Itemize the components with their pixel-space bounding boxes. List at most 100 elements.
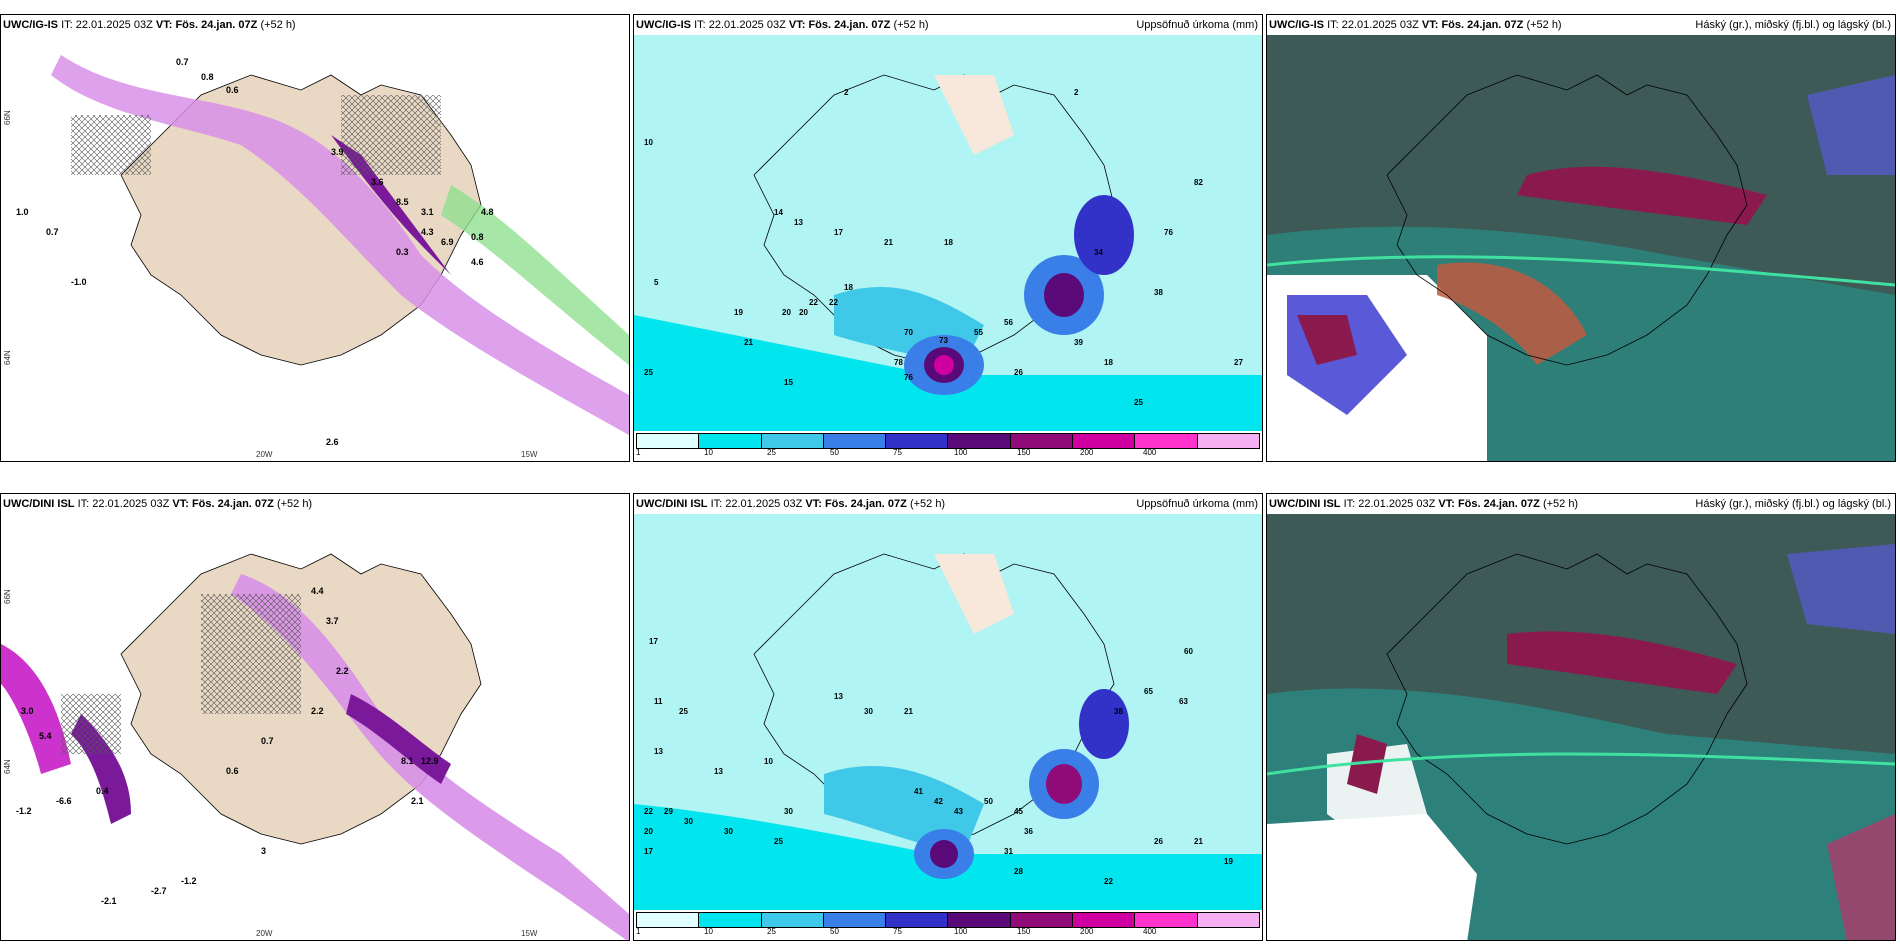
legend-swatch xyxy=(761,434,824,448)
lon-label: 20W xyxy=(256,450,273,459)
panel-title: UWC/IG-IS IT: 22.01.2025 03Z VT: Fös. 24… xyxy=(634,15,1262,35)
legend-swatch xyxy=(823,434,887,448)
svg-text:15: 15 xyxy=(784,378,793,387)
panel-dini-precip: UWC/DINI ISL IT: 22.01.2025 03Z VT: Fös.… xyxy=(633,493,1263,941)
svg-text:56: 56 xyxy=(1004,318,1013,327)
svg-text:2.6: 2.6 xyxy=(326,437,339,447)
svg-text:17: 17 xyxy=(649,637,658,646)
svg-text:2.2: 2.2 xyxy=(311,706,324,716)
svg-text:60: 60 xyxy=(1184,647,1193,656)
legend-swatch xyxy=(886,913,949,927)
svg-text:4.6: 4.6 xyxy=(471,257,484,267)
panel-igis-clouds: UWC/IG-IS IT: 22.01.2025 03Z VT: Fös. 24… xyxy=(1266,14,1896,462)
svg-text:26: 26 xyxy=(1154,837,1163,846)
snow-map[interactable]: 0.7 0.8 0.6 3.9 3.6 8.5 3.1 4.3 6.9 0.3 … xyxy=(1,35,629,461)
svg-text:2.1: 2.1 xyxy=(411,796,424,806)
legend-swatch xyxy=(1135,913,1198,927)
legend-label: 50 xyxy=(830,448,839,457)
legend-swatch xyxy=(637,913,700,927)
legend-swatch xyxy=(948,913,1011,927)
legend-swatch xyxy=(1010,913,1074,927)
svg-text:76: 76 xyxy=(904,373,913,382)
svg-text:2: 2 xyxy=(844,88,849,97)
legend-label: 75 xyxy=(893,927,902,936)
svg-text:3.0: 3.0 xyxy=(21,706,34,716)
svg-text:82: 82 xyxy=(1194,178,1203,187)
svg-text:29: 29 xyxy=(664,807,673,816)
svg-text:63: 63 xyxy=(1179,697,1188,706)
svg-text:65: 65 xyxy=(1144,687,1153,696)
lat-label: 66N xyxy=(3,589,12,604)
legend-label: 75 xyxy=(893,448,902,457)
svg-text:20: 20 xyxy=(644,827,653,836)
svg-text:38: 38 xyxy=(1154,288,1163,297)
legend-label: 50 xyxy=(830,927,839,936)
svg-text:0.4: 0.4 xyxy=(96,786,109,796)
lon-label: 15W xyxy=(521,929,538,938)
svg-text:17: 17 xyxy=(644,847,653,856)
svg-text:34: 34 xyxy=(1094,248,1103,257)
svg-text:0.7: 0.7 xyxy=(176,57,189,67)
svg-text:-2.1: -2.1 xyxy=(101,896,117,906)
svg-text:-1.2: -1.2 xyxy=(16,806,32,816)
panel-title: UWC/DINI ISL IT: 22.01.2025 03Z VT: Fös.… xyxy=(634,494,1262,514)
svg-text:0.8: 0.8 xyxy=(471,232,484,242)
svg-text:18: 18 xyxy=(844,283,853,292)
legend-label: 200 xyxy=(1080,927,1094,936)
svg-text:21: 21 xyxy=(884,238,893,247)
legend-swatch xyxy=(1010,434,1074,448)
svg-text:11: 11 xyxy=(654,697,663,706)
svg-text:10: 10 xyxy=(644,138,653,147)
svg-text:20: 20 xyxy=(799,308,808,317)
svg-text:0.3: 0.3 xyxy=(396,247,409,257)
legend-label: 400 xyxy=(1143,448,1157,457)
legend-label: 25 xyxy=(767,927,776,936)
svg-text:6.9: 6.9 xyxy=(441,237,454,247)
legend-swatch xyxy=(823,913,887,927)
svg-text:0.6: 0.6 xyxy=(226,85,239,95)
svg-text:70: 70 xyxy=(904,328,913,337)
svg-text:12.9: 12.9 xyxy=(421,756,439,766)
legend-swatch xyxy=(1073,434,1136,448)
svg-text:2: 2 xyxy=(1074,88,1079,97)
svg-text:45: 45 xyxy=(1014,807,1023,816)
precip-map[interactable]: 17 11 25 13 22 20 17 29 30 30 30 25 21 1… xyxy=(634,514,1262,940)
svg-text:25: 25 xyxy=(644,368,653,377)
legend-label: 10 xyxy=(704,927,713,936)
svg-text:4.8: 4.8 xyxy=(481,207,494,217)
svg-text:25: 25 xyxy=(679,707,688,716)
svg-text:22: 22 xyxy=(809,298,818,307)
svg-text:26: 26 xyxy=(1014,368,1023,377)
legend-label: 1 xyxy=(636,927,641,936)
cloud-map[interactable] xyxy=(1267,514,1895,940)
svg-text:39: 39 xyxy=(1074,338,1083,347)
legend-label: 150 xyxy=(1017,927,1031,936)
svg-text:0.6: 0.6 xyxy=(226,766,239,776)
svg-text:78: 78 xyxy=(894,358,903,367)
svg-text:14: 14 xyxy=(774,208,783,217)
panel-dini-clouds: UWC/DINI ISL IT: 22.01.2025 03Z VT: Fös.… xyxy=(1266,493,1896,941)
precip-map[interactable]: 2 2 10 5 14 13 18 17 21 34 18 22 22 20 2… xyxy=(634,35,1262,461)
svg-text:76: 76 xyxy=(1164,228,1173,237)
svg-text:4.4: 4.4 xyxy=(311,586,324,596)
legend-label: 400 xyxy=(1143,927,1157,936)
legend-swatch xyxy=(1197,913,1259,927)
precip-legend: 1 10 25 50 75 100 150 200 400 xyxy=(634,910,1262,940)
snow-map[interactable]: 4.4 3.7 2.2 2.2 0.6 8.1 12.9 0.7 2.1 3.0… xyxy=(1,514,629,940)
svg-text:2.2: 2.2 xyxy=(336,666,349,676)
legend-label: 150 xyxy=(1017,448,1031,457)
svg-text:21: 21 xyxy=(1194,837,1203,846)
svg-text:31: 31 xyxy=(1004,847,1013,856)
svg-text:28: 28 xyxy=(1014,867,1023,876)
svg-text:0.7: 0.7 xyxy=(261,736,274,746)
svg-text:41: 41 xyxy=(914,787,923,796)
svg-text:-6.6: -6.6 xyxy=(56,796,72,806)
lat-label: 66N xyxy=(3,110,12,125)
svg-text:30: 30 xyxy=(784,807,793,816)
svg-text:38: 38 xyxy=(1114,707,1123,716)
svg-text:22: 22 xyxy=(829,298,838,307)
svg-text:17: 17 xyxy=(834,228,843,237)
svg-text:25: 25 xyxy=(1134,398,1143,407)
lat-label: 64N xyxy=(3,350,12,365)
cloud-map[interactable] xyxy=(1267,35,1895,461)
